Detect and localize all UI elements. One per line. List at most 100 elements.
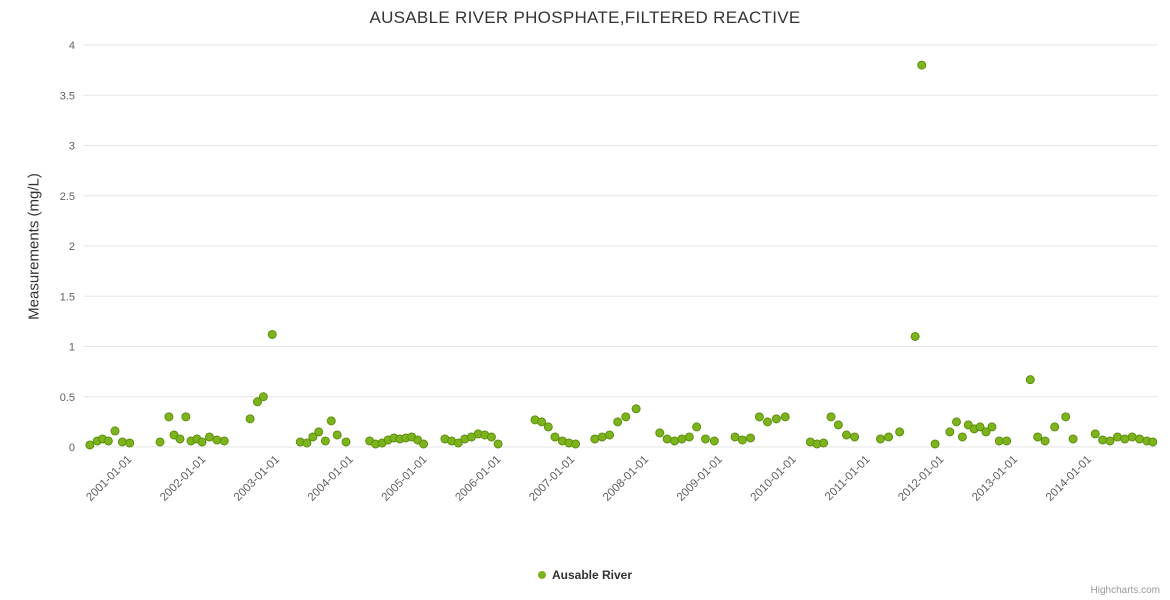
data-point[interactable] (917, 60, 927, 70)
data-point[interactable] (746, 433, 756, 443)
data-point[interactable] (320, 436, 330, 446)
data-point[interactable] (670, 436, 680, 446)
legend-item-ausable-river[interactable]: Ausable River (0, 568, 1170, 582)
x-axis-label: 2013-01-01 (970, 454, 1020, 504)
data-point[interactable] (537, 417, 547, 427)
data-point[interactable] (631, 404, 641, 414)
data-point[interactable] (910, 331, 920, 341)
x-axis-label: 2005-01-01 (380, 454, 430, 504)
x-axis-label: 2004-01-01 (306, 454, 356, 504)
data-point[interactable] (754, 412, 764, 422)
data-point[interactable] (763, 417, 773, 427)
data-point[interactable] (550, 432, 560, 442)
data-point[interactable] (850, 432, 860, 442)
data-point[interactable] (103, 436, 113, 446)
data-point[interactable] (453, 438, 463, 448)
data-point[interactable] (204, 432, 214, 442)
data-point[interactable] (1135, 434, 1145, 444)
data-point[interactable] (543, 422, 553, 432)
data-point[interactable] (884, 432, 894, 442)
data-point[interactable] (341, 437, 351, 447)
data-point[interactable] (155, 437, 165, 447)
data-point[interactable] (1068, 434, 1078, 444)
data-point[interactable] (258, 392, 268, 402)
data-point[interactable] (655, 428, 665, 438)
data-point[interactable] (267, 329, 277, 339)
data-point[interactable] (117, 437, 127, 447)
data-point[interactable] (175, 434, 185, 444)
data-point[interactable] (677, 434, 687, 444)
credits-link[interactable]: Highcharts.com (1090, 585, 1160, 596)
data-point[interactable] (1090, 429, 1100, 439)
data-point[interactable] (819, 438, 829, 448)
data-point[interactable] (684, 432, 694, 442)
data-point[interactable] (308, 432, 318, 442)
data-point[interactable] (302, 438, 312, 448)
data-point[interactable] (842, 430, 852, 440)
data-point[interactable] (197, 437, 207, 447)
data-point[interactable] (1040, 436, 1050, 446)
data-point[interactable] (1112, 432, 1122, 442)
x-axis-label: 2010-01-01 (749, 454, 799, 504)
data-point[interactable] (613, 417, 623, 427)
data-point[interactable] (181, 412, 191, 422)
data-point[interactable] (1033, 432, 1043, 442)
data-point[interactable] (571, 439, 581, 449)
data-point[interactable] (826, 412, 836, 422)
data-point[interactable] (590, 434, 600, 444)
data-point[interactable] (125, 438, 135, 448)
data-point[interactable] (701, 434, 711, 444)
y-axis-label: 4 (69, 40, 75, 52)
data-point[interactable] (709, 436, 719, 446)
data-point[interactable] (981, 427, 991, 437)
data-point[interactable] (737, 435, 747, 445)
data-point[interactable] (662, 434, 672, 444)
data-point[interactable] (975, 422, 985, 432)
data-point[interactable] (605, 430, 615, 440)
data-point[interactable] (1105, 436, 1115, 446)
data-point[interactable] (895, 427, 905, 437)
data-point[interactable] (994, 436, 1004, 446)
gridlines (84, 44, 1158, 448)
data-point[interactable] (326, 416, 336, 426)
data-point[interactable] (957, 432, 967, 442)
data-point[interactable] (245, 414, 255, 424)
series-ausable-river (85, 60, 1158, 450)
data-point[interactable] (833, 420, 843, 430)
data-point[interactable] (621, 412, 631, 422)
data-point[interactable] (930, 439, 940, 449)
data-point[interactable] (987, 422, 997, 432)
data-point[interactable] (110, 426, 120, 436)
data-point[interactable] (951, 417, 961, 427)
data-point[interactable] (332, 430, 342, 440)
data-point[interactable] (493, 439, 503, 449)
data-point[interactable] (212, 435, 222, 445)
data-point[interactable] (1120, 434, 1130, 444)
data-point[interactable] (771, 414, 781, 424)
x-axis-label: 2014-01-01 (1044, 454, 1094, 504)
data-point[interactable] (1098, 435, 1108, 445)
data-point[interactable] (486, 432, 496, 442)
data-point[interactable] (1025, 375, 1035, 385)
data-point[interactable] (945, 427, 955, 437)
data-point[interactable] (1127, 432, 1137, 442)
data-point[interactable] (252, 397, 262, 407)
data-point[interactable] (875, 434, 885, 444)
y-axis-label: 0 (69, 442, 75, 454)
x-axis-labels: 2001-01-01 2002-01-01 2003-01-01 2004-01-01… (84, 454, 1094, 504)
data-point[interactable] (780, 412, 790, 422)
data-point[interactable] (419, 439, 429, 449)
data-point[interactable] (1002, 436, 1012, 446)
x-axis-label: 2012-01-01 (896, 454, 946, 504)
data-point[interactable] (1148, 437, 1158, 447)
data-point[interactable] (730, 432, 740, 442)
x-axis-label: 2009-01-01 (675, 454, 725, 504)
data-point[interactable] (1050, 422, 1060, 432)
data-point[interactable] (692, 422, 702, 432)
data-point[interactable] (597, 432, 607, 442)
data-point[interactable] (1061, 412, 1071, 422)
data-point[interactable] (85, 440, 95, 450)
data-point[interactable] (314, 427, 324, 437)
data-point[interactable] (219, 436, 229, 446)
data-point[interactable] (164, 412, 174, 422)
